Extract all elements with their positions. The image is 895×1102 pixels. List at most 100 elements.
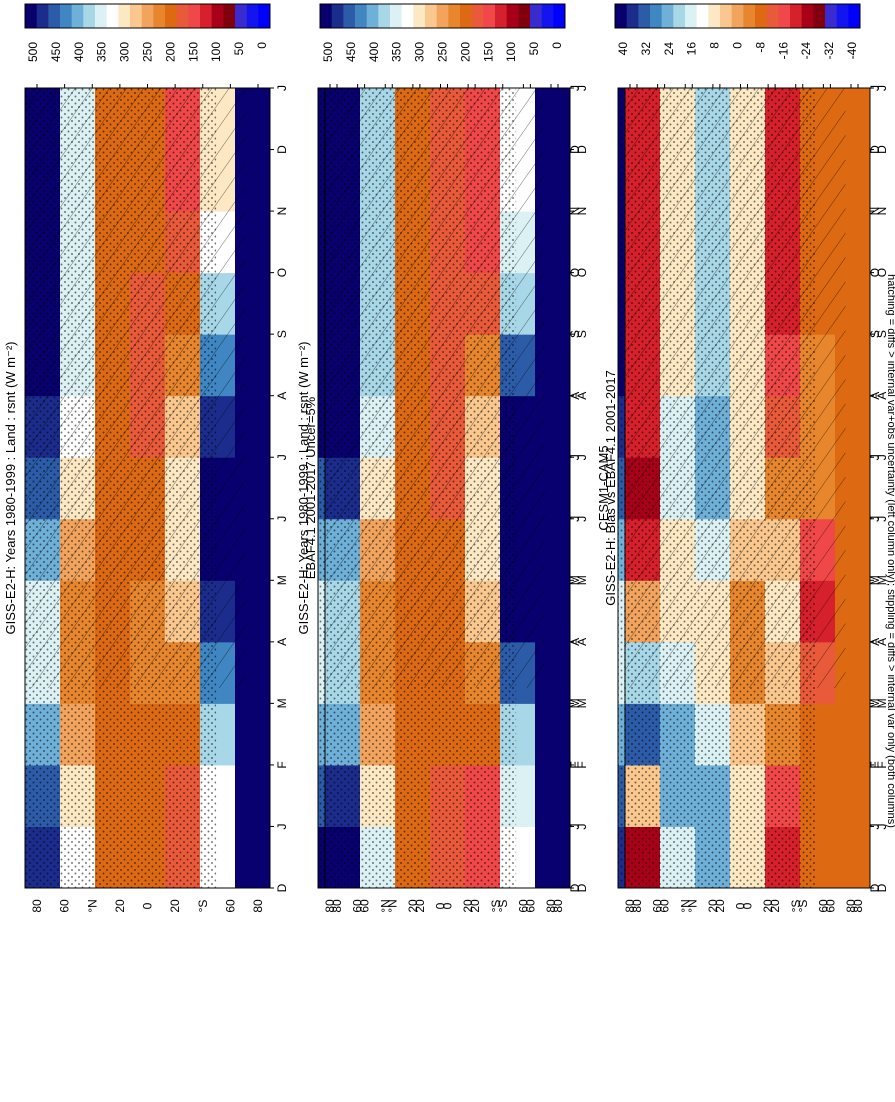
lat-label: 0 — [441, 902, 455, 909]
lat-label: 20 — [713, 899, 727, 913]
month-label: J — [868, 85, 882, 91]
hatch-overlay — [625, 88, 846, 688]
colorbar-swatch — [685, 4, 698, 28]
month-label: J — [568, 454, 582, 460]
lat-label: 60 — [351, 899, 365, 913]
colorbar-swatch — [436, 4, 449, 28]
month-label: M — [568, 575, 582, 585]
month-label: S — [275, 330, 289, 338]
month-label: A — [275, 392, 289, 400]
colorbar-swatch — [731, 4, 744, 28]
colorbar-tick-label: 0 — [731, 42, 745, 49]
month-label: O — [275, 268, 289, 277]
panel-giss-left: GISS-E2-H: Years 1980-1999 : Land : rsnt… — [3, 84, 289, 913]
lat-label: 60 — [516, 899, 530, 913]
heat-cell — [235, 703, 271, 766]
colorbar-swatch — [83, 4, 96, 28]
month-label: J — [575, 823, 589, 829]
colorbar-swatch — [673, 4, 686, 28]
colorbar-tick-label: 0 — [550, 42, 564, 49]
month-label: D — [868, 145, 882, 154]
month-label: M — [568, 698, 582, 708]
month-label: J — [868, 454, 882, 460]
colorbar-tick-label: 200 — [458, 42, 472, 62]
month-label: J — [875, 823, 889, 829]
colorbar-swatch — [638, 4, 651, 28]
colorbar-swatch — [825, 4, 838, 28]
month-label: O — [568, 268, 582, 277]
colorbar-tick-label: 150 — [186, 42, 200, 62]
lat-label: 60 — [816, 899, 830, 913]
lat-label: 80 — [251, 899, 265, 913]
colorbar-swatch — [223, 4, 236, 28]
colorbar-swatch — [401, 4, 414, 28]
colorbar-swatch — [460, 4, 473, 28]
heat-cell — [535, 826, 571, 889]
colorbar-tick-label: 300 — [413, 42, 427, 62]
lat-label: 60 — [358, 899, 372, 913]
lat-label: 20 — [706, 899, 720, 913]
lat-label: 0 — [141, 902, 155, 909]
colorbar-swatch — [696, 4, 709, 28]
lat-label: 80 — [551, 899, 565, 913]
month-label: J — [875, 85, 889, 91]
lat-label: 20 — [113, 899, 127, 913]
colorbar-tick-label: 40 — [616, 42, 630, 56]
month-label: M — [875, 698, 889, 708]
lat-label: 20 — [768, 899, 782, 913]
lat-label: 60 — [523, 899, 537, 913]
month-label: M — [575, 575, 589, 585]
panel-bias: GISS-E2-H: Bias vs EBAF4.1 2001-2017 D J F M… — [603, 84, 889, 913]
month-label: N — [575, 207, 589, 216]
footnote-group: hatching = diffs > internal var+obs unce… — [885, 274, 895, 828]
lat-label: °N — [385, 899, 399, 912]
colorbar-swatch — [778, 4, 791, 28]
lat-label: 80 — [323, 899, 337, 913]
colorbar-swatch — [836, 4, 849, 28]
colorbar-swatch — [130, 4, 143, 28]
heat-cell — [535, 764, 571, 827]
colorbar-swatch — [506, 4, 519, 28]
lat-label: 20 — [406, 899, 420, 913]
panel-title: CESM1-CAM5 — [596, 445, 611, 530]
month-label: A — [575, 392, 589, 400]
month-label: M — [868, 698, 882, 708]
month-label: D — [575, 883, 589, 892]
colorbar-middle: 500 450 400 350 300 250 200 150 100 50 0 — [319, 3, 566, 62]
colorbar-swatch — [448, 4, 461, 28]
colorbar-tick-label: 350 — [95, 42, 109, 62]
lat-label: 20 — [413, 899, 427, 913]
colorbar-swatch — [141, 4, 154, 28]
heat-cell — [835, 764, 871, 827]
month-label: J — [575, 454, 589, 460]
colorbar-swatch — [708, 4, 721, 28]
panel-title: EBAF4.1 2001-2017 Uncer=5% — [303, 396, 318, 579]
colorbar-frame — [319, 3, 566, 29]
colorbar-tick-label: 450 — [49, 42, 63, 62]
colorbar-swatch — [790, 4, 803, 28]
colorbar-swatch — [320, 4, 333, 28]
colorbar-swatch — [176, 4, 189, 28]
month-label: J — [568, 823, 582, 829]
month-label: A — [275, 638, 289, 646]
colorbar-frame — [614, 3, 861, 29]
colorbar-swatch — [483, 4, 496, 28]
month-label: J — [875, 516, 889, 522]
month-label: A — [868, 638, 882, 646]
month-label: J — [275, 823, 289, 829]
colorbar-swatch — [848, 4, 861, 28]
hatch-overlay — [25, 88, 246, 688]
colorbar-swatch — [366, 4, 379, 28]
colorbar-tick-label: 250 — [436, 42, 450, 62]
lat-label: 80 — [844, 899, 858, 913]
colorbar-swatch — [553, 4, 566, 28]
colorbar-swatch — [413, 4, 426, 28]
month-label: O — [575, 268, 589, 277]
heat-cell — [535, 703, 571, 766]
month-label: J — [868, 516, 882, 522]
month-label: D — [875, 883, 889, 892]
month-label: J — [868, 823, 882, 829]
colorbar-swatch — [235, 4, 248, 28]
colorbar-swatch — [25, 4, 38, 28]
lat-label: 60 — [651, 899, 665, 913]
